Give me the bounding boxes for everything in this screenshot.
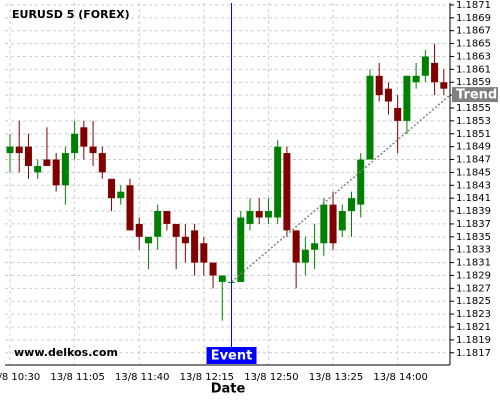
candle-body <box>431 62 439 83</box>
y-tick-label: 1.1823 <box>456 309 491 320</box>
candle-body <box>191 230 199 263</box>
candle-body <box>24 146 32 166</box>
y-tick-label: 1.1849 <box>456 142 491 153</box>
candle-body <box>440 82 448 89</box>
candle-body <box>348 198 356 212</box>
candle-body <box>181 236 189 244</box>
y-tick-label: 1.1871 <box>456 0 491 11</box>
candle-body <box>163 211 171 224</box>
y-tick-label: 1.1851 <box>456 129 491 140</box>
y-tick-label: 1.1819 <box>456 335 491 346</box>
candle-body <box>6 146 14 154</box>
y-tick-label: 1.1839 <box>456 206 491 217</box>
y-tick-label: 1.1869 <box>456 13 491 24</box>
y-tick-label: 1.1825 <box>456 296 491 307</box>
y-tick-label: 1.1867 <box>456 26 491 37</box>
candle-body <box>283 153 291 231</box>
candle-body <box>34 165 42 173</box>
x-tick-label: 13/8 14:00 <box>373 372 427 383</box>
candle-body <box>218 275 226 282</box>
event-label: Event <box>211 349 253 364</box>
trend-label: Trend <box>456 88 497 103</box>
candle-body <box>357 159 365 205</box>
y-tick-label: 1.1831 <box>456 258 491 269</box>
y-tick-label: 1.1863 <box>456 51 491 62</box>
x-axis-label: Date <box>211 382 246 397</box>
candle-body <box>200 243 208 263</box>
candle-body <box>43 159 51 166</box>
candle-body <box>172 223 180 237</box>
candle-body <box>98 153 106 173</box>
y-tick-label: 1.1843 <box>456 180 491 191</box>
candle-body <box>144 236 152 244</box>
candle-body <box>375 75 383 96</box>
plot <box>6 43 448 321</box>
candle-body <box>154 211 162 237</box>
y-tick-label: 1.1847 <box>456 155 491 166</box>
candle-body <box>126 185 134 231</box>
candle-body <box>237 217 245 282</box>
x-tick-label: 13/8 12:15 <box>180 372 234 383</box>
candle-body <box>274 146 282 218</box>
chart-title: EURUSD 5 (FOREX) <box>12 8 130 21</box>
y-tick-label: 1.1827 <box>456 283 491 294</box>
candle-body <box>264 211 272 218</box>
grid <box>5 3 450 365</box>
y-tick-label: 1.1865 <box>456 39 491 50</box>
y-tick-label: 1.1817 <box>456 348 491 359</box>
candle-body <box>311 243 319 250</box>
y-tick-label: 1.1859 <box>456 77 491 88</box>
y-tick-label: 1.1821 <box>456 322 491 333</box>
candle-body <box>209 262 217 276</box>
candle-body <box>366 75 374 160</box>
candle-body <box>403 75 411 121</box>
candle-body <box>255 211 263 218</box>
candle-body <box>89 146 97 154</box>
watermark: www.delkos.com <box>14 346 118 359</box>
event-label-bg <box>206 347 257 364</box>
x-tick-label: 13/8 11:40 <box>115 372 169 383</box>
candle-body <box>246 211 254 224</box>
candle-body <box>412 75 420 83</box>
candle-body <box>117 191 125 199</box>
candle-body <box>61 153 69 186</box>
candle-body <box>338 211 346 231</box>
x-tick-label: 13/8 13:25 <box>309 372 363 383</box>
candle-body <box>301 249 309 263</box>
y-tick-label: 1.1833 <box>456 245 491 256</box>
y-tick-label: 1.1855 <box>456 103 491 114</box>
candle-body <box>421 56 429 76</box>
candle-body <box>394 107 402 121</box>
y-tick-label: 1.1837 <box>456 219 491 230</box>
y-tick-label: 1.1841 <box>456 193 491 204</box>
x-tick-label: 13/8 10:30 <box>0 372 40 383</box>
candle-body <box>135 223 143 237</box>
y-tick-label: 1.1829 <box>456 270 491 281</box>
candle-body <box>71 133 79 154</box>
candle-body <box>292 230 300 263</box>
candle-body <box>80 127 88 147</box>
candle-body <box>15 146 23 154</box>
y-tick-label: 1.1835 <box>456 232 491 243</box>
trend-label-bg <box>452 87 498 103</box>
y-tick-label: 1.1853 <box>456 116 491 127</box>
x-tick-label: 13/8 12:50 <box>244 372 298 383</box>
x-tick-label: 13/8 11:05 <box>50 372 104 383</box>
candle-body <box>320 204 328 244</box>
candle-body <box>52 159 60 186</box>
y-tick-label: 1.1861 <box>456 64 491 75</box>
y-tick-label: 1.1845 <box>456 167 491 178</box>
candle-body <box>329 204 337 244</box>
candle-body <box>384 88 392 102</box>
candle-body <box>108 178 116 199</box>
